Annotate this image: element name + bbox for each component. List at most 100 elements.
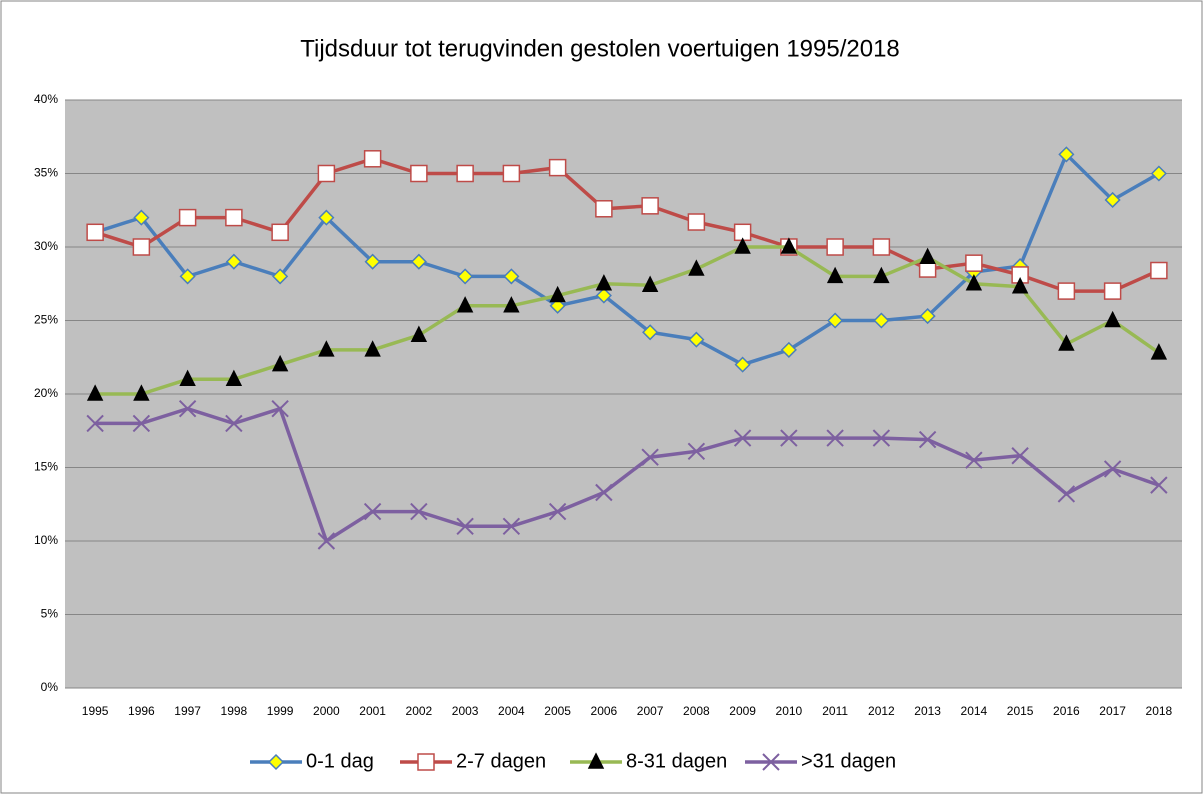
- x-tick-label: 2014: [961, 704, 988, 718]
- data-point: [456, 296, 474, 313]
- data-point: [873, 266, 890, 284]
- x-tick-label: 2004: [498, 704, 525, 718]
- data-point: [688, 331, 705, 348]
- data-point: [225, 208, 243, 227]
- data-point: [410, 502, 428, 521]
- data-point: [549, 285, 566, 303]
- data-point: [503, 296, 520, 313]
- data-point: [1011, 447, 1029, 465]
- data-point: [271, 354, 289, 372]
- x-tick-label: 1997: [174, 704, 201, 718]
- x-tick-label: 2009: [729, 704, 756, 718]
- data-point: [733, 429, 752, 447]
- legend-marker: [267, 753, 285, 771]
- data-point: [872, 429, 891, 447]
- data-point: [548, 502, 567, 521]
- data-point: [780, 429, 798, 447]
- data-point: [1058, 334, 1075, 351]
- data-point: [1150, 343, 1168, 360]
- data-point: [178, 399, 197, 418]
- data-point: [410, 325, 428, 342]
- data-point: [133, 384, 150, 401]
- data-point: [225, 369, 243, 387]
- data-point: [1150, 165, 1167, 182]
- data-point: [179, 268, 196, 285]
- data-point: [272, 268, 289, 285]
- x-tick-label: 1999: [267, 704, 294, 718]
- data-point: [642, 324, 659, 341]
- x-tick-label: 2012: [868, 704, 895, 718]
- x-tick-label: 2015: [1007, 704, 1034, 718]
- data-point: [780, 341, 797, 358]
- legend-marker: [762, 753, 780, 771]
- data-point: [1058, 146, 1075, 163]
- x-tick-label: 2005: [544, 704, 571, 718]
- data-point: [179, 369, 196, 387]
- y-tick-label: 35%: [34, 166, 58, 180]
- data-point: [86, 384, 104, 401]
- x-tick-label: 2007: [637, 704, 664, 718]
- data-point: [826, 238, 844, 256]
- x-tick-label: 2010: [776, 704, 803, 718]
- data-point: [965, 451, 983, 469]
- x-tick-label: 2016: [1053, 704, 1080, 718]
- data-point: [1057, 485, 1076, 503]
- legend-marker: [417, 753, 435, 771]
- y-tick-label: 40%: [34, 92, 58, 106]
- legend-label: >31 dagen: [801, 750, 896, 772]
- x-tick-label: 1996: [128, 704, 155, 718]
- data-point: [132, 414, 151, 433]
- x-tick-label: 2000: [313, 704, 340, 718]
- data-point: [363, 150, 382, 168]
- x-tick-label: 2013: [914, 704, 941, 718]
- data-point: [641, 448, 659, 466]
- data-point: [595, 274, 613, 291]
- legend-marker: [587, 752, 605, 769]
- x-tick-label: 2017: [1099, 704, 1126, 718]
- data-point: [780, 237, 798, 254]
- data-point: [178, 208, 197, 227]
- data-point: [225, 414, 243, 433]
- data-point: [410, 164, 428, 183]
- data-point: [872, 238, 891, 256]
- data-point: [734, 237, 751, 254]
- data-point: [1104, 191, 1121, 209]
- data-point: [457, 268, 474, 285]
- x-tick-label: 2006: [591, 704, 618, 718]
- data-point: [641, 275, 659, 292]
- data-point: [1011, 277, 1029, 294]
- data-point: [132, 238, 151, 256]
- data-point: [1150, 261, 1168, 280]
- legend-label: 0-1 dag: [306, 750, 374, 772]
- data-point: [456, 164, 474, 183]
- y-tick-label: 15%: [34, 460, 58, 474]
- data-point: [317, 164, 336, 183]
- x-tick-label: 2003: [452, 704, 479, 718]
- data-point: [86, 414, 104, 433]
- data-point: [363, 502, 382, 521]
- y-tick-label: 5%: [41, 607, 59, 621]
- data-point: [826, 429, 844, 447]
- data-point: [919, 308, 936, 325]
- data-point: [688, 259, 705, 276]
- data-point: [826, 266, 844, 284]
- data-point: [318, 340, 335, 357]
- data-point: [1150, 476, 1168, 494]
- data-point: [271, 223, 289, 242]
- data-point: [410, 253, 427, 270]
- x-tick-label: 2008: [683, 704, 710, 718]
- data-point: [1104, 310, 1121, 328]
- data-point: [133, 209, 150, 226]
- data-point: [595, 483, 613, 502]
- data-point: [965, 254, 983, 272]
- y-tick-label: 25%: [34, 313, 58, 327]
- y-tick-label: 10%: [34, 533, 58, 547]
- data-point: [1057, 282, 1076, 300]
- x-tick-label: 2002: [406, 704, 433, 718]
- data-point: [317, 532, 336, 550]
- data-point: [641, 197, 659, 215]
- data-point: [271, 399, 289, 418]
- x-tick-label: 2011: [822, 704, 848, 718]
- data-point: [595, 287, 612, 304]
- data-point: [225, 253, 242, 270]
